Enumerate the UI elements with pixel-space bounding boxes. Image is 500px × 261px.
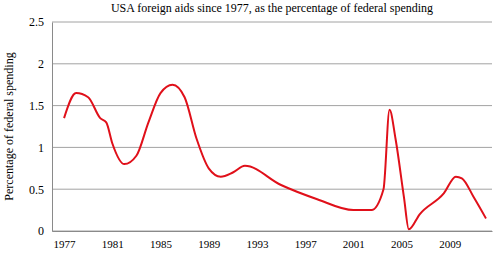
x-tick-label: 1989 <box>198 238 221 250</box>
y-axis-title: Percentage of federal spending <box>2 52 16 200</box>
x-tick-label: 2009 <box>439 238 462 250</box>
y-tick: 1 <box>38 141 52 155</box>
x-tick: 1997 <box>295 231 318 250</box>
x-tick: 1989 <box>198 231 221 250</box>
y-tick: 0 <box>38 224 52 238</box>
x-tick-label: 1985 <box>150 238 173 250</box>
x-tick-label: 1993 <box>246 238 269 250</box>
y-axis-line <box>52 23 53 232</box>
grid-line <box>52 22 492 23</box>
grid <box>52 22 492 231</box>
x-tick: 1993 <box>246 231 269 250</box>
data-line <box>64 85 486 230</box>
x-tick-label: 1997 <box>295 238 318 250</box>
chart: 0 0.5 1 1.5 2 2.5 1977 1981 1985 1989 1993 1997 2001… <box>0 0 500 261</box>
y-tick-label: 1 <box>38 141 44 155</box>
y-tick: 2.5 <box>29 15 52 29</box>
chart-title: USA foreign aids since 1977, as the perc… <box>111 1 433 15</box>
y-tick-label: 2.5 <box>29 15 44 29</box>
x-tick-label: 2001 <box>343 238 365 250</box>
grid-line <box>52 231 492 232</box>
y-tick-label: 0 <box>38 224 44 238</box>
grid-line <box>52 147 492 148</box>
x-tick: 2001 <box>343 231 365 250</box>
y-tick: 0.5 <box>29 183 52 197</box>
x-tick: 2005 <box>391 231 414 250</box>
grid-line <box>52 189 492 190</box>
x-tick: 1977 <box>54 231 77 250</box>
y-tick-label: 0.5 <box>29 183 44 197</box>
y-axis: 0 0.5 1 1.5 2 2.5 <box>29 15 53 238</box>
y-tick-label: 2 <box>38 57 44 71</box>
x-axis-line <box>53 231 493 232</box>
x-tick: 1981 <box>102 231 124 250</box>
x-tick-label: 2005 <box>391 238 414 250</box>
series <box>64 85 486 230</box>
y-tick-label: 1.5 <box>29 99 44 113</box>
plot-area: 0 0.5 1 1.5 2 2.5 1977 1981 1985 1989 1993 1997 2001… <box>29 15 493 249</box>
grid-line <box>52 63 492 64</box>
x-axis: 1977 1981 1985 1989 1993 1997 2001 2005 2009 <box>53 231 493 250</box>
x-tick-label: 1977 <box>54 238 77 250</box>
x-tick: 2009 <box>439 231 462 250</box>
x-tick-label: 1981 <box>102 238 124 250</box>
x-tick: 1985 <box>150 231 173 250</box>
y-tick: 2 <box>38 57 52 71</box>
grid-line <box>52 105 492 106</box>
y-tick: 1.5 <box>29 99 52 113</box>
